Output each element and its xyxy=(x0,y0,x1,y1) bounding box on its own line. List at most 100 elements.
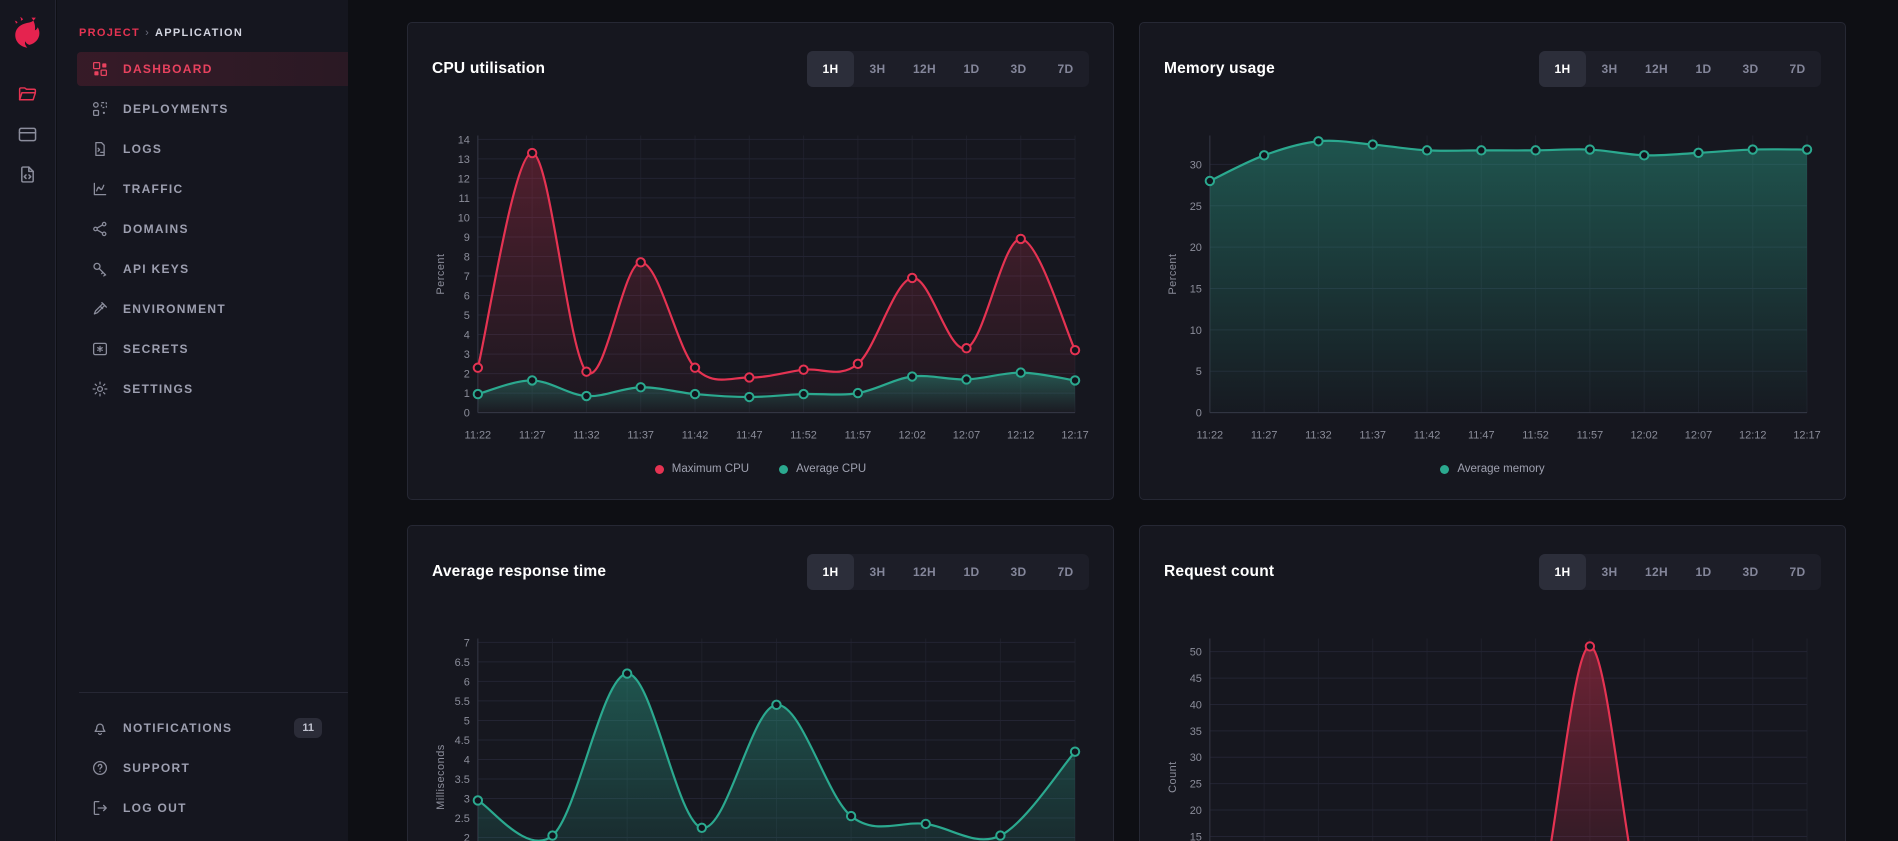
range-7d-button[interactable]: 7D xyxy=(1789,62,1806,76)
sidebar-item-label: DOMAINS xyxy=(123,222,189,236)
svg-text:5: 5 xyxy=(464,715,470,727)
range-12h-button[interactable]: 12H xyxy=(913,565,936,579)
svg-text:1: 1 xyxy=(464,388,470,400)
range-7d-button[interactable]: 7D xyxy=(1789,565,1806,579)
svg-text:45: 45 xyxy=(1190,673,1202,685)
legend-item-average-cpu[interactable]: Average CPU xyxy=(779,463,866,475)
svg-text:11:22: 11:22 xyxy=(465,430,492,442)
notifications-badge: 11 xyxy=(294,718,322,738)
gear-icon xyxy=(91,380,109,398)
icon-rail xyxy=(0,0,56,841)
bell-icon xyxy=(91,719,109,737)
range-1h-button[interactable]: 1H xyxy=(1539,51,1586,87)
svg-text:14: 14 xyxy=(458,134,470,146)
sidebar-item-domains[interactable]: DOMAINS xyxy=(57,212,348,246)
svg-text:13: 13 xyxy=(458,154,470,166)
range-3h-button[interactable]: 3H xyxy=(1601,565,1618,579)
svg-text:50: 50 xyxy=(1190,647,1202,659)
sidebar-item-label: LOGS xyxy=(123,142,163,156)
svg-text:40: 40 xyxy=(1190,699,1202,711)
server-icon[interactable] xyxy=(17,124,38,145)
sidebar-bottom: NOTIFICATIONS 11 SUPPORT LOG OUT xyxy=(57,692,348,825)
breadcrumb-project[interactable]: PROJECT xyxy=(79,27,141,39)
svg-text:12:02: 12:02 xyxy=(1630,430,1657,442)
sidebar-item-environment[interactable]: ENVIRONMENT xyxy=(57,292,348,326)
svg-text:12:17: 12:17 xyxy=(1793,430,1820,442)
secrets-icon xyxy=(91,340,109,358)
range-3d-button[interactable]: 3D xyxy=(1010,62,1027,76)
memory-chart: 0 5 10 15 20 25 30 11:22 11:27 11:32 11:37 11:42 11:… xyxy=(1167,135,1821,442)
range-7d-button[interactable]: 7D xyxy=(1057,565,1074,579)
range-3h-button[interactable]: 3H xyxy=(869,565,886,579)
sidebar-item-logout[interactable]: LOG OUT xyxy=(57,791,348,825)
svg-text:11:37: 11:37 xyxy=(1359,430,1386,442)
svg-text:11:42: 11:42 xyxy=(1414,430,1441,442)
sidebar-item-label: ENVIRONMENT xyxy=(123,302,226,316)
sidebar-divider xyxy=(79,692,348,693)
svg-text:Percent: Percent xyxy=(435,253,447,294)
range-1h-button[interactable]: 1H xyxy=(807,51,854,87)
svg-text:15: 15 xyxy=(1190,284,1202,296)
sidebar-item-notifications[interactable]: NOTIFICATIONS 11 xyxy=(57,711,348,745)
svg-text:11: 11 xyxy=(459,193,470,205)
range-12h-button[interactable]: 12H xyxy=(1645,565,1668,579)
logs-icon xyxy=(91,140,109,158)
range-3h-button[interactable]: 3H xyxy=(1601,62,1618,76)
sidebar-item-logs[interactable]: LOGS xyxy=(57,132,348,166)
sidebar-item-api-keys[interactable]: API KEYS xyxy=(57,252,348,286)
sidebar-item-deployments[interactable]: DEPLOYMENTS xyxy=(57,92,348,126)
sidebar-item-support[interactable]: SUPPORT xyxy=(57,751,348,785)
range-1d-button[interactable]: 1D xyxy=(1695,62,1712,76)
range-1d-button[interactable]: 1D xyxy=(1695,565,1712,579)
svg-text:0: 0 xyxy=(1196,408,1202,420)
svg-text:11:52: 11:52 xyxy=(790,430,817,442)
breadcrumb-application[interactable]: APPLICATION xyxy=(155,27,244,39)
key-icon xyxy=(91,260,109,278)
range-3d-button[interactable]: 3D xyxy=(1742,62,1759,76)
domains-icon xyxy=(91,220,109,238)
card-title: CPU utilisation xyxy=(432,60,546,77)
svg-text:15: 15 xyxy=(1190,831,1202,841)
svg-text:12:02: 12:02 xyxy=(898,430,925,442)
range-12h-button[interactable]: 12H xyxy=(913,62,936,76)
file-code-icon[interactable] xyxy=(17,164,38,185)
legend-label: Average memory xyxy=(1457,463,1545,475)
svg-text:2: 2 xyxy=(464,833,470,841)
card-title: Average response time xyxy=(432,563,607,580)
sidebar-item-label: SUPPORT xyxy=(123,761,191,775)
range-3d-button[interactable]: 3D xyxy=(1010,565,1027,579)
svg-text:11:52: 11:52 xyxy=(1522,430,1549,442)
sidebar-item-traffic[interactable]: TRAFFIC xyxy=(57,172,348,206)
legend-item-maximum-cpu[interactable]: Maximum CPU xyxy=(654,463,749,475)
svg-text:11:42: 11:42 xyxy=(682,430,709,442)
range-7d-button[interactable]: 7D xyxy=(1057,62,1074,76)
range-1d-button[interactable]: 1D xyxy=(963,62,980,76)
time-range-group: 1H 3H 12H 1D 3D 7D xyxy=(807,51,1089,87)
svg-text:25: 25 xyxy=(1190,201,1202,213)
sidebar-item-dashboard[interactable]: DASHBOARD xyxy=(77,52,348,86)
svg-text:7: 7 xyxy=(464,271,470,283)
sidebar-item-label: DEPLOYMENTS xyxy=(123,102,229,116)
folder-icon[interactable] xyxy=(17,84,38,105)
request-count-card: Request count 1H 3H 12H 1D 3D 7D 15 20 25 3… xyxy=(1139,525,1846,841)
range-1h-button[interactable]: 1H xyxy=(807,554,854,590)
sidebar-item-label: DASHBOARD xyxy=(123,62,213,76)
range-1d-button[interactable]: 1D xyxy=(963,565,980,579)
legend-item-average-memory[interactable]: Average memory xyxy=(1440,463,1545,475)
svg-text:11:57: 11:57 xyxy=(845,430,872,442)
rail-icon-group xyxy=(17,84,38,185)
nest-logo[interactable] xyxy=(10,14,46,50)
svg-text:35: 35 xyxy=(1190,726,1202,738)
svg-text:12: 12 xyxy=(458,173,470,185)
svg-text:2.5: 2.5 xyxy=(455,813,470,825)
sidebar-item-secrets[interactable]: SECRETS xyxy=(57,332,348,366)
range-3d-button[interactable]: 3D xyxy=(1742,565,1759,579)
range-1h-button[interactable]: 1H xyxy=(1539,554,1586,590)
sidebar-item-settings[interactable]: SETTINGS xyxy=(57,372,348,406)
request-count-chart: 15 20 25 30 35 40 45 50 Count xyxy=(1167,638,1808,841)
range-3h-button[interactable]: 3H xyxy=(869,62,886,76)
range-12h-button[interactable]: 12H xyxy=(1645,62,1668,76)
